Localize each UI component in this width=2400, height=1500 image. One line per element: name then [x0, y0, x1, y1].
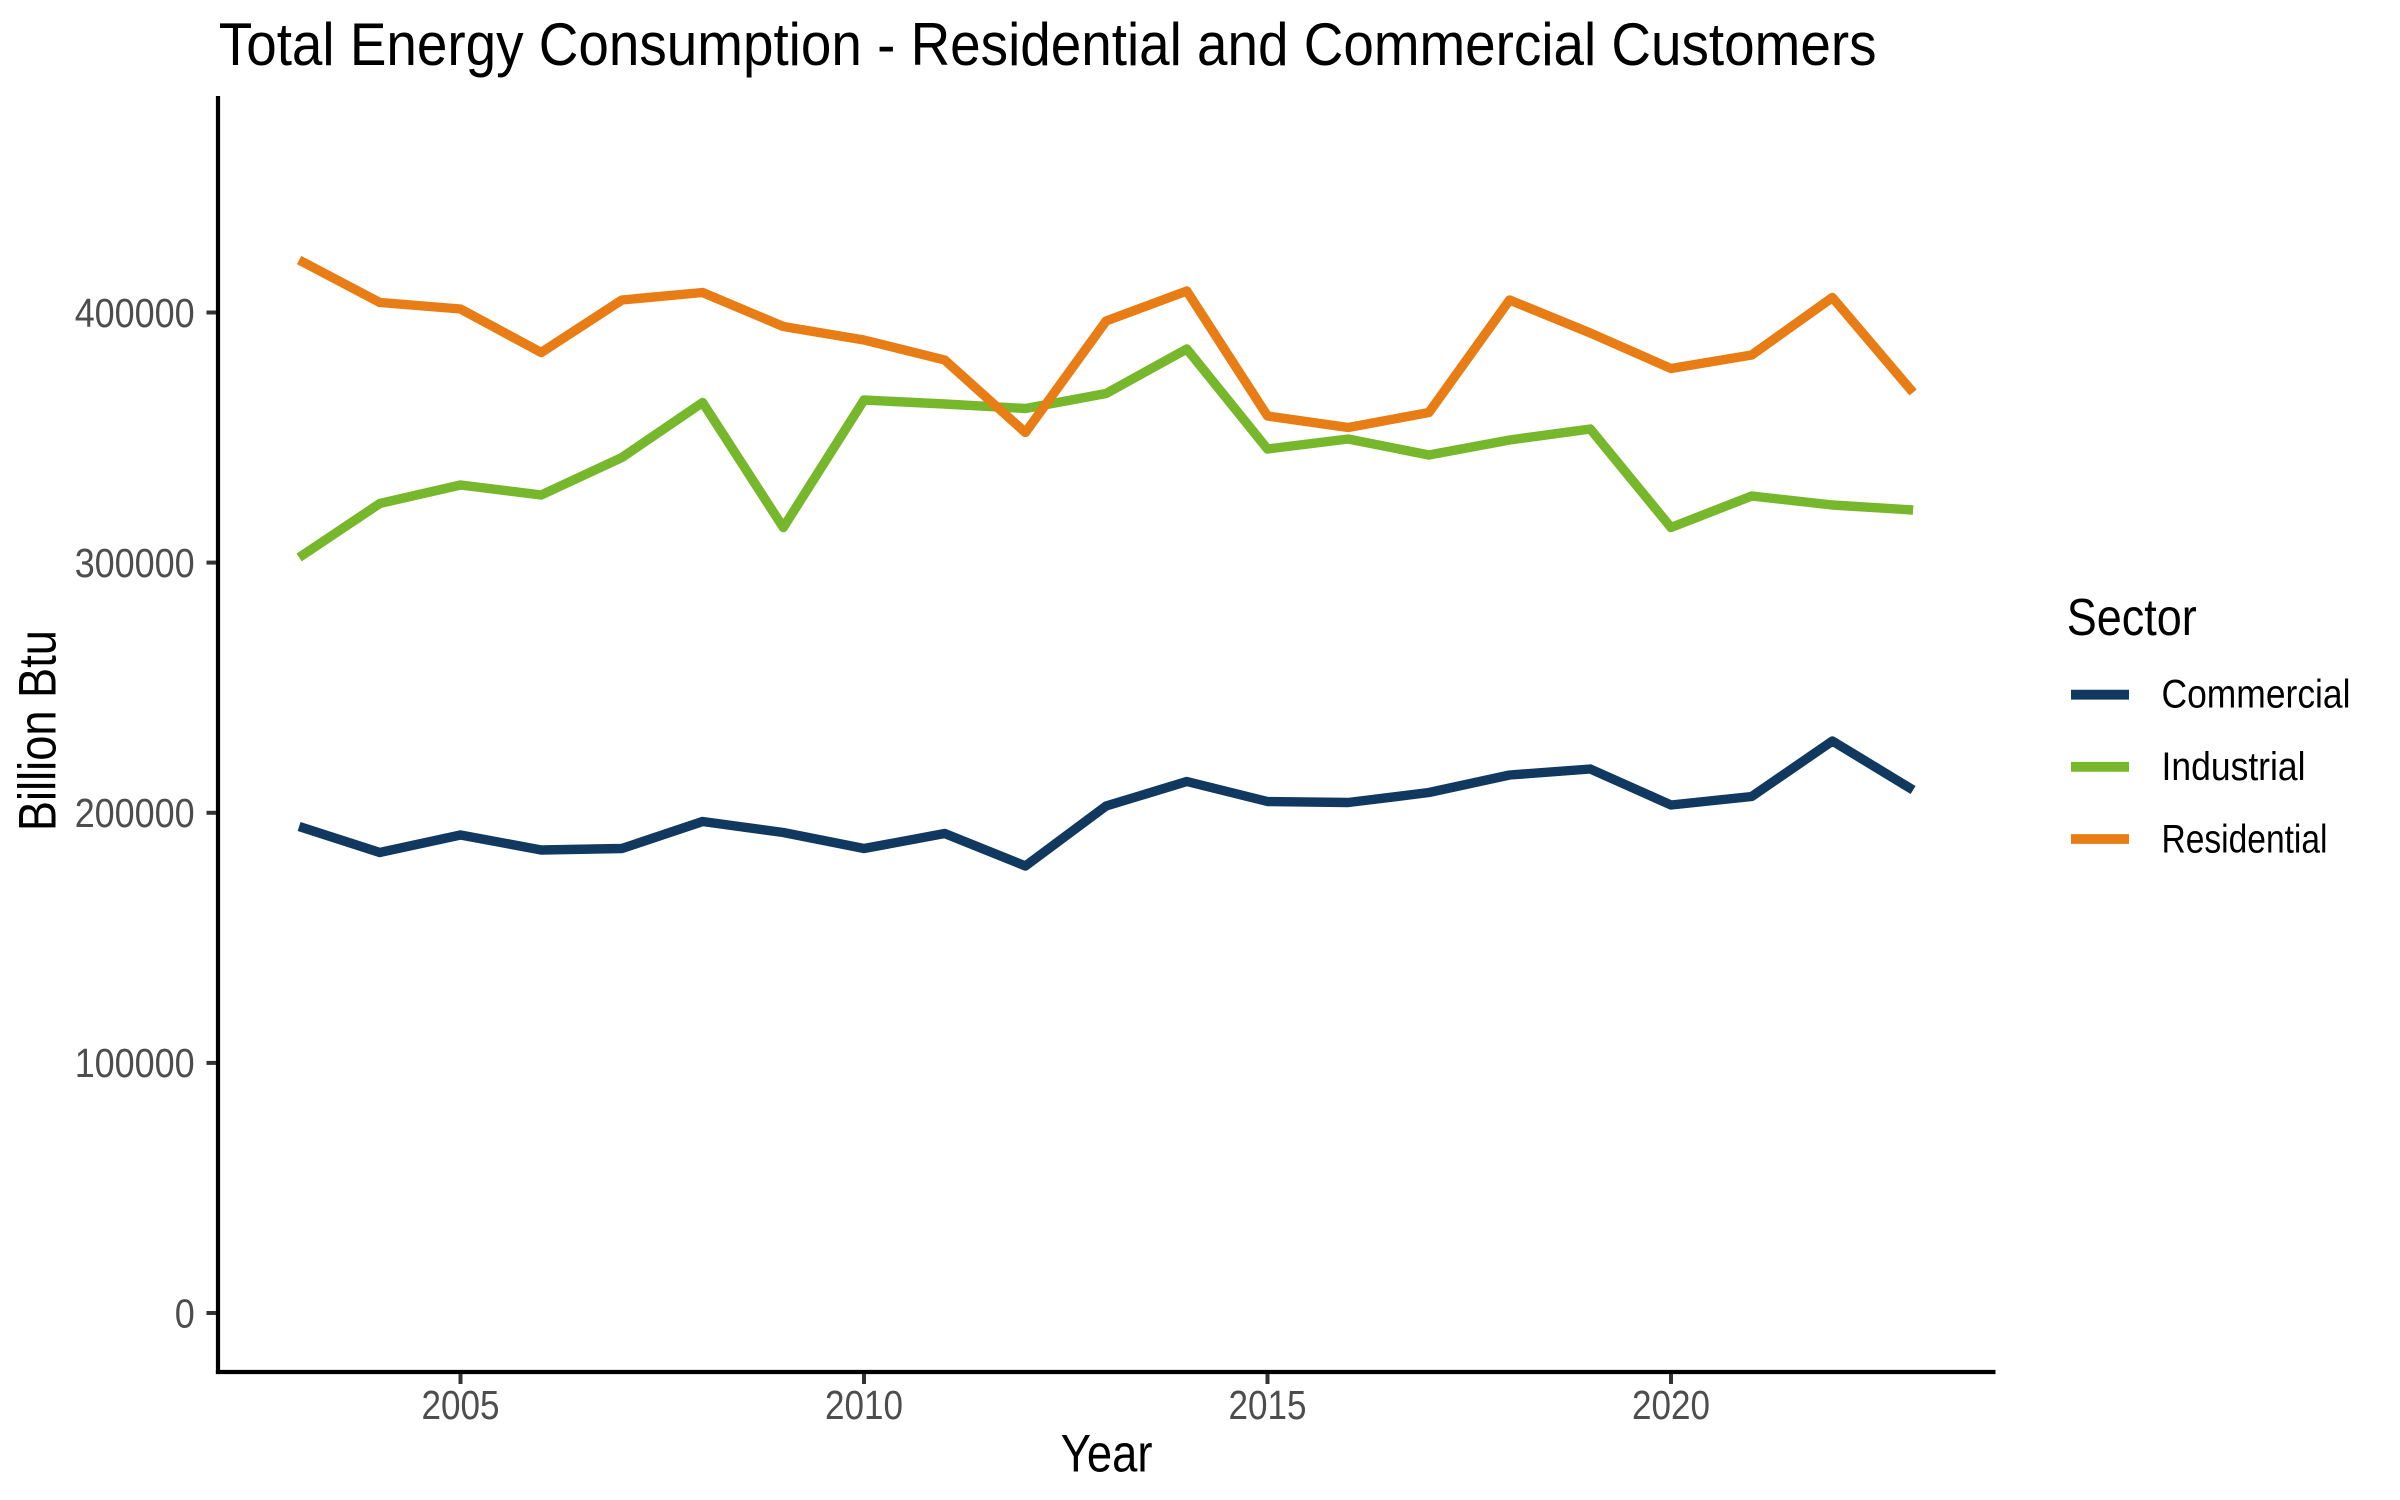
- svg-text:100000: 100000: [75, 1040, 195, 1086]
- svg-text:Sector: Sector: [2067, 589, 2197, 647]
- svg-text:2005: 2005: [422, 1382, 500, 1428]
- svg-text:400000: 400000: [75, 290, 195, 336]
- svg-text:300000: 300000: [75, 540, 195, 586]
- svg-text:Commercial: Commercial: [2162, 673, 2351, 717]
- svg-text:Year: Year: [1061, 1425, 1153, 1484]
- svg-text:Industrial: Industrial: [2162, 745, 2306, 789]
- svg-text:2010: 2010: [825, 1382, 903, 1428]
- svg-text:Residential: Residential: [2162, 817, 2328, 861]
- svg-text:2020: 2020: [1632, 1382, 1710, 1428]
- svg-text:Billion Btu: Billion Btu: [8, 630, 67, 831]
- svg-text:2015: 2015: [1229, 1382, 1307, 1428]
- svg-text:200000: 200000: [75, 790, 195, 836]
- svg-text:0: 0: [175, 1290, 195, 1336]
- svg-text:Total Energy Consumption - Res: Total Energy Consumption - Residential a…: [219, 11, 1877, 78]
